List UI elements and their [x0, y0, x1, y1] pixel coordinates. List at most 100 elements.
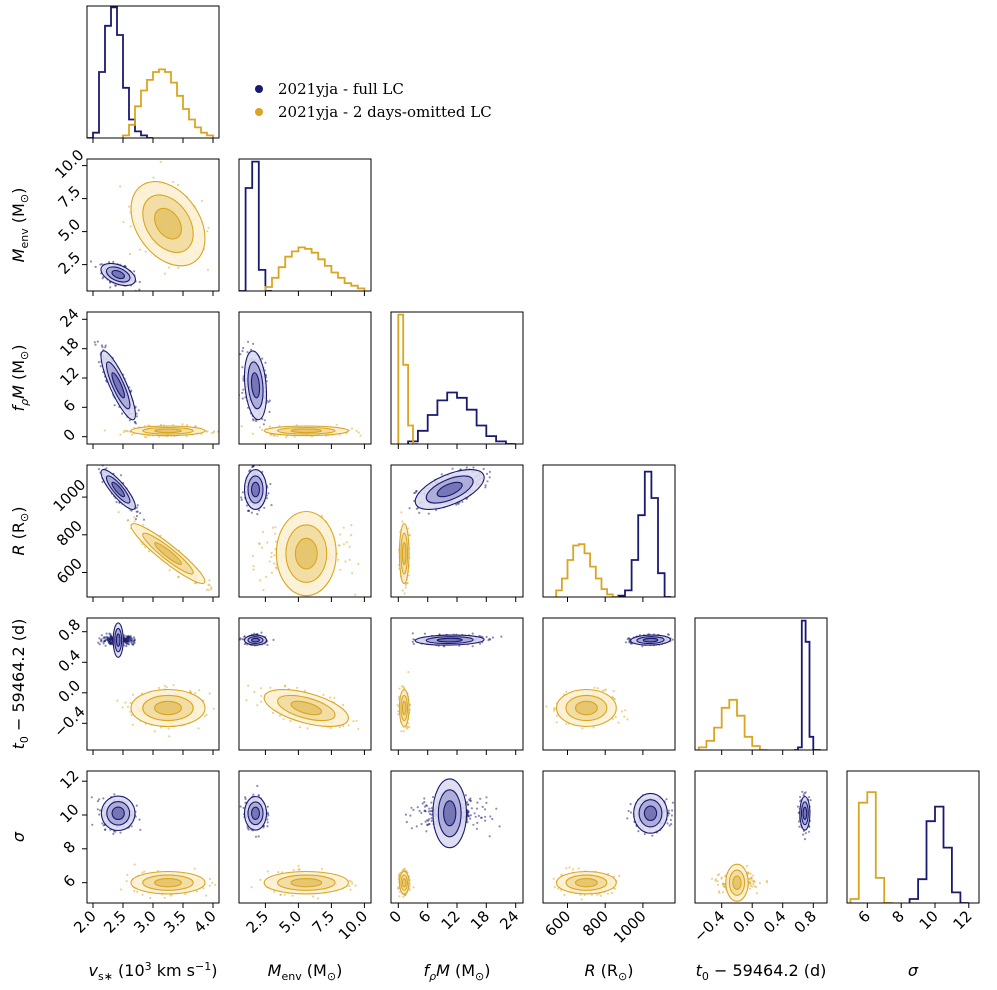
sample-point	[276, 434, 279, 438]
sample-point	[342, 543, 345, 546]
sample-point	[99, 263, 102, 266]
sample-point	[268, 560, 271, 563]
y-tick-label: 0.4	[55, 646, 85, 676]
sample-point	[123, 429, 126, 432]
sample-point	[242, 346, 245, 350]
sample-point	[102, 637, 105, 640]
histogram-vs-series-0	[87, 6, 153, 138]
histogram-frhoM-series-1	[397, 313, 418, 444]
sample-point	[103, 636, 107, 640]
histogram-vs-series-1	[122, 68, 214, 138]
sample-point	[119, 185, 122, 188]
sample-point	[246, 509, 250, 512]
y-tick-label: 10.0	[51, 146, 87, 182]
panel-content	[240, 465, 360, 597]
sample-point	[133, 520, 136, 523]
sample-point	[210, 588, 213, 591]
sample-point	[240, 425, 243, 428]
sample-point	[114, 284, 117, 287]
sample-point	[274, 566, 277, 569]
sample-point	[138, 288, 141, 291]
sample-point	[177, 575, 180, 579]
sample-point	[260, 631, 263, 634]
sample-point	[198, 689, 201, 692]
y-tick-label: 6	[60, 396, 79, 415]
sample-point	[176, 183, 180, 186]
sample-point	[135, 510, 138, 513]
sample-point	[239, 353, 242, 356]
sample-point	[134, 405, 137, 408]
sample-point	[241, 491, 244, 494]
sample-point	[252, 342, 255, 345]
sample-point	[335, 423, 338, 426]
sample-point	[97, 468, 101, 471]
sample-point	[401, 589, 404, 592]
sample-point	[137, 409, 140, 412]
panel-t0-vs-vs: −0.40.00.40.8	[50, 615, 229, 755]
sample-point	[240, 496, 243, 499]
sample-point	[139, 248, 142, 251]
sample-point	[269, 482, 272, 486]
y-tick-label: 5.0	[55, 215, 85, 245]
histogram-menv-series-1	[264, 246, 366, 291]
y-tick-label: 800	[53, 517, 86, 550]
panel-frame	[238, 311, 372, 445]
sample-point	[181, 423, 184, 426]
sample-point	[227, 704, 229, 706]
sample-point	[133, 638, 136, 641]
sample-point	[357, 562, 360, 565]
panel-frhoM-vs-frhoM	[390, 311, 524, 449]
sample-point	[241, 366, 244, 369]
sample-point	[172, 180, 175, 183]
sample-point	[110, 638, 113, 641]
sample-point	[185, 435, 188, 438]
sample-point	[350, 427, 354, 430]
sample-point	[167, 727, 170, 730]
sample-point	[355, 429, 358, 432]
panel-content	[397, 466, 491, 595]
sample-point	[212, 707, 215, 710]
sample-point	[121, 412, 124, 415]
sample-point	[129, 225, 132, 228]
contour-level-2-series-0	[250, 481, 261, 498]
sample-point	[271, 526, 274, 529]
sample-point	[337, 558, 340, 561]
sample-point	[488, 476, 491, 479]
corner-panels: 2.55.07.510.0061218246008001000−0.40.00.…	[9, 5, 980, 983]
sample-point	[125, 644, 128, 648]
sample-point	[168, 735, 171, 738]
y-tick-label: 18	[56, 334, 82, 360]
sample-point	[415, 489, 418, 493]
contour-level-2-series-1	[154, 428, 182, 434]
sample-point	[241, 391, 244, 394]
sample-point	[104, 346, 107, 349]
sample-point	[354, 593, 357, 596]
sample-point	[408, 507, 411, 510]
sample-point	[193, 582, 196, 585]
sample-point	[255, 419, 258, 423]
sample-point	[265, 497, 268, 500]
sample-point	[451, 467, 454, 470]
sample-point	[274, 532, 277, 535]
sample-point	[109, 286, 112, 289]
histogram-frhoM-series-0	[407, 391, 516, 444]
sample-point	[208, 579, 211, 582]
sample-point	[274, 526, 277, 529]
contour-level-2-series-0	[115, 633, 121, 647]
sample-point	[263, 506, 266, 509]
sample-point	[212, 431, 215, 434]
sample-point	[97, 641, 100, 644]
sample-point	[125, 642, 128, 645]
sample-point	[404, 584, 407, 587]
sample-point	[129, 635, 132, 638]
sample-point	[152, 176, 155, 179]
sample-point	[415, 507, 418, 510]
y-tick-label: 0.0	[55, 676, 85, 706]
sample-point	[101, 277, 104, 280]
sample-point	[96, 340, 99, 343]
sample-point	[482, 467, 485, 471]
sample-point	[207, 589, 210, 592]
y-tick-label: 600	[53, 554, 86, 587]
sample-point	[134, 518, 137, 521]
